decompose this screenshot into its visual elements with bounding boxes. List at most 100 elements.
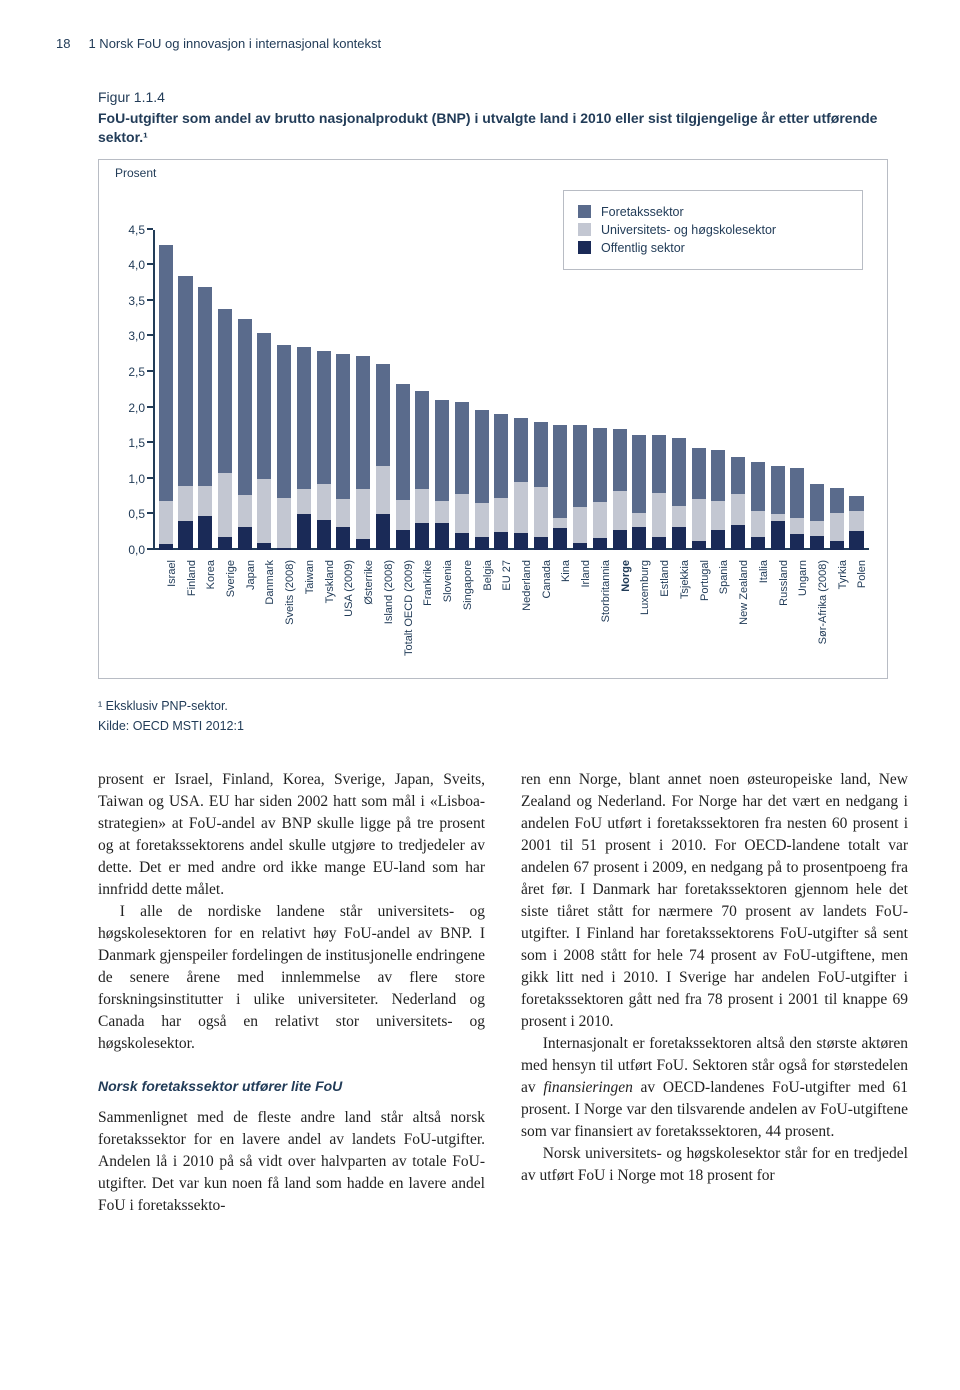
bar-column [611,230,629,550]
bar-segment-foretak [830,488,844,513]
bar-segment-offentlig [178,521,192,549]
bar-segment-offentlig [336,527,350,550]
bar-segment-uh [376,466,390,514]
bar-segment-uh [277,498,291,548]
bar-segment-uh [238,495,252,527]
bar-segment-uh [593,502,607,538]
bar-segment-foretak [218,309,232,473]
bar-segment-foretak [632,435,646,513]
x-tick-label: Polen [856,560,868,588]
bar-segment-uh [751,511,765,537]
bar-segment-foretak [573,425,587,507]
bar-segment-offentlig [415,523,429,550]
bar-segment-foretak [159,245,173,501]
bar-segment-uh [771,514,785,521]
bar-segment-foretak [396,384,410,500]
bar-segment-offentlig [553,528,567,549]
bar-column [512,230,530,550]
bar-segment-offentlig [317,520,331,550]
bar-segment-uh [534,487,548,537]
bar-segment-uh [672,506,686,527]
paragraph: I alle de nordiske landene står universi… [98,901,485,1055]
bar-segment-offentlig [356,539,370,550]
bar-column [769,230,787,550]
bar-segment-foretak [849,496,863,510]
bar-segment-offentlig [692,541,706,550]
bar-column [275,230,293,550]
bar-column [256,230,274,550]
bar-segment-uh [731,494,745,525]
bar-segment-offentlig [494,532,508,550]
bar-segment-foretak [652,435,666,493]
bar-segment-uh [435,501,449,522]
bar-segment-offentlig [277,548,291,550]
bar-segment-uh [494,498,508,532]
bar-column [808,230,826,550]
bar-segment-foretak [435,400,449,501]
bars [153,230,869,550]
bar-segment-uh [790,518,804,534]
bar-segment-foretak [672,438,686,506]
bar-column [414,230,432,550]
bar-segment-offentlig [632,527,646,550]
paragraph: Sammenlignet med de fleste andre land st… [98,1107,485,1217]
figure-number: Figur 1.1.4 [98,89,904,105]
bar-column [157,230,175,550]
bar-column [473,230,491,550]
paragraph: Internasjonalt er foretakssektoren altså… [521,1033,908,1143]
bar-column [552,230,570,550]
bar-column [670,230,688,550]
bar-segment-foretak [198,287,212,486]
bar-segment-foretak [613,429,627,491]
bar-segment-foretak [336,354,350,498]
subheading: Norsk foretakssektor utfører lite FoU [98,1077,485,1097]
legend-item: Foretakssektor [578,205,848,219]
running-head: 18 1 Norsk FoU og innovasjon i internasj… [56,36,904,51]
bar-segment-foretak [514,418,528,482]
bar-segment-uh [396,500,410,530]
bar-column [749,230,767,550]
bar-column [216,230,234,550]
y-tick-label: 0,0 [109,543,145,557]
chart-container: Prosent Foretakssektor Universitets- og … [98,159,888,679]
bar-segment-offentlig [376,514,390,550]
bar-segment-foretak [277,345,291,498]
y-tick-label: 4,5 [109,223,145,237]
bar-segment-uh [849,511,863,531]
bar-segment-foretak [731,457,745,494]
y-tick-label: 2,5 [109,365,145,379]
bar-segment-uh [198,486,212,516]
bar-column [710,230,728,550]
bar-segment-foretak [810,484,824,522]
bar-segment-foretak [415,391,429,489]
bar-segment-uh [159,501,173,544]
bar-segment-foretak [455,402,469,494]
bar-segment-offentlig [731,525,745,550]
y-tick-label: 0,5 [109,507,145,521]
legend-swatch [578,205,591,218]
bar-column [354,230,372,550]
bar-segment-uh [218,473,232,537]
y-tick-label: 1,0 [109,472,145,486]
bar-segment-uh [711,501,725,529]
y-tick-label: 3,5 [109,294,145,308]
bar-segment-uh [692,499,706,540]
right-column: ren enn Norge, blant annet noen østeurop… [521,769,908,1217]
bar-segment-offentlig [751,537,765,550]
bar-segment-foretak [711,450,725,501]
bar-column [690,230,708,550]
bar-segment-foretak [376,364,390,466]
bar-segment-uh [475,503,489,537]
bar-segment-offentlig [849,531,863,550]
bar-segment-foretak [692,448,706,499]
bar-segment-uh [632,513,646,527]
x-labels: IsraelFinlandKoreaSverigeJapanDanmarkSve… [153,554,869,678]
bar-segment-offentlig [475,537,489,550]
bar-segment-offentlig [771,521,785,549]
body-columns: prosent er Israel, Finland, Korea, Sveri… [98,769,908,1217]
bar-column [789,230,807,550]
bar-segment-uh [830,513,844,541]
bar-column [650,230,668,550]
y-tick-label: 4,0 [109,258,145,272]
bar-segment-foretak [475,410,489,502]
